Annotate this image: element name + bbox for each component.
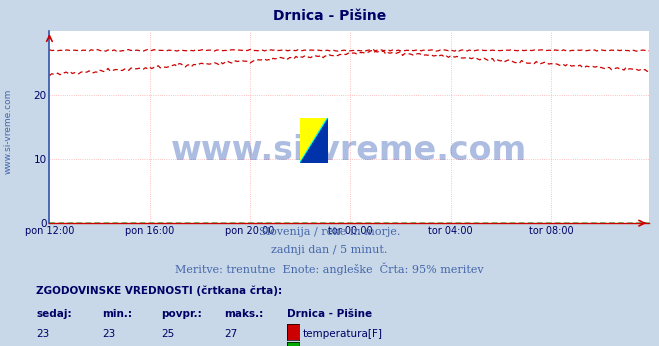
Text: 25: 25 (161, 329, 175, 339)
Text: maks.:: maks.: (224, 309, 264, 319)
Text: Slovenija / reke in morje.: Slovenija / reke in morje. (259, 227, 400, 237)
Text: 27: 27 (224, 329, 237, 339)
Polygon shape (300, 118, 328, 163)
Text: zadnji dan / 5 minut.: zadnji dan / 5 minut. (272, 245, 387, 255)
Text: ZGODOVINSKE VREDNOSTI (črtkana črta):: ZGODOVINSKE VREDNOSTI (črtkana črta): (36, 285, 282, 296)
Text: 23: 23 (102, 329, 115, 339)
Text: 23: 23 (36, 329, 49, 339)
Text: www.si-vreme.com: www.si-vreme.com (171, 134, 527, 167)
Text: povpr.:: povpr.: (161, 309, 202, 319)
Text: min.:: min.: (102, 309, 132, 319)
Text: sedaj:: sedaj: (36, 309, 72, 319)
Polygon shape (300, 118, 328, 163)
Polygon shape (300, 118, 328, 163)
Text: Drnica - Pišine: Drnica - Pišine (287, 309, 372, 319)
Text: temperatura[F]: temperatura[F] (302, 329, 382, 339)
Text: www.si-vreme.com: www.si-vreme.com (3, 89, 13, 174)
Text: Drnica - Pišine: Drnica - Pišine (273, 9, 386, 22)
Text: Meritve: trenutne  Enote: angleške  Črta: 95% meritev: Meritve: trenutne Enote: angleške Črta: … (175, 263, 484, 275)
